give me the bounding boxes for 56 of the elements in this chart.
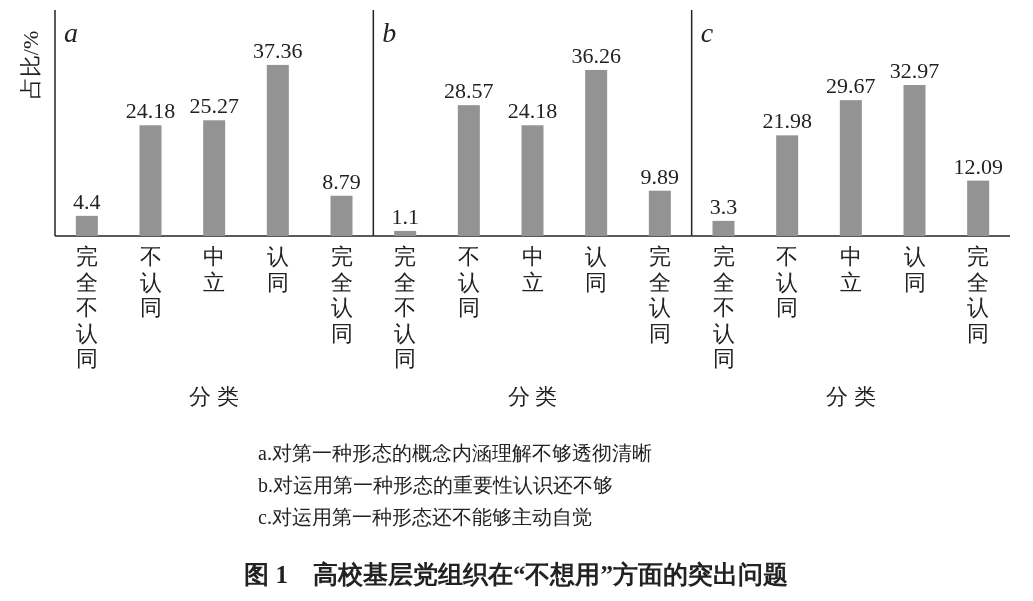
x-axis-title: 分 类 — [826, 384, 876, 409]
x-axis-title: 分 类 — [189, 384, 239, 409]
bar — [203, 120, 226, 236]
caption: 图 1 高校基层党组织在“不想用”方面的突出问题 — [244, 561, 788, 588]
x-tick-label: 不认同 — [776, 244, 799, 320]
bar — [967, 180, 990, 236]
data-label: 32.97 — [889, 58, 940, 84]
bar — [139, 125, 162, 236]
chart-title: b — [382, 17, 397, 48]
x-tick-label: 认同 — [585, 244, 608, 295]
x-tick-label: 中立 — [839, 244, 862, 295]
bar — [75, 215, 98, 236]
text: c.对运用第一种形态还不能够主动自觉 — [258, 506, 592, 528]
x-tick-label: 不认同 — [139, 244, 162, 320]
data-label: 28.57 — [444, 78, 494, 104]
bar — [903, 85, 926, 236]
x-tick-label: 完全认同 — [967, 244, 990, 346]
data-label: 25.27 — [189, 93, 239, 119]
x-tick-label: 完全不认同 — [712, 244, 735, 371]
data-label: 1.1 — [391, 203, 419, 229]
x-tick-label: 完全不认同 — [394, 244, 417, 371]
x-tick-label: 中立 — [521, 244, 544, 295]
y-axis-title: 占比/% — [18, 30, 43, 100]
data-label: 21.98 — [762, 108, 812, 134]
bar — [776, 135, 799, 236]
bar — [521, 125, 544, 236]
x-tick-label: 不认同 — [457, 244, 480, 320]
x-axis-title: 分 类 — [507, 384, 558, 409]
data-label: 37.36 — [253, 37, 303, 63]
bar — [394, 230, 417, 236]
data-label: 4.4 — [73, 188, 101, 214]
chart-title: a — [64, 17, 78, 48]
chart-title: c — [700, 17, 714, 48]
data-label: 9.89 — [640, 163, 680, 189]
text: a.对第一种形态的概念内涵理解不够透彻清晰 — [258, 442, 652, 464]
data-label: 24.18 — [125, 98, 176, 124]
x-tick-label: 完全不认同 — [75, 244, 98, 371]
bar — [585, 69, 608, 236]
data-label: 24.18 — [507, 98, 558, 124]
bar — [839, 100, 862, 236]
data-label: 36.26 — [571, 42, 621, 68]
x-tick-label: 完全认同 — [648, 244, 671, 346]
bar — [266, 64, 289, 236]
bar — [712, 220, 735, 236]
data-label: 8.79 — [322, 168, 361, 194]
data-label: 12.09 — [953, 153, 1003, 179]
data-label: 3.3 — [709, 193, 738, 219]
bar — [330, 195, 353, 236]
x-tick-label: 中立 — [203, 244, 226, 295]
data-label: 29.67 — [826, 73, 876, 99]
text: b.对运用第一种形态的重要性认识还不够 — [258, 474, 613, 496]
x-tick-label: 认同 — [903, 244, 926, 295]
bar — [648, 190, 671, 236]
bar — [457, 105, 480, 236]
x-tick-label: 认同 — [266, 244, 289, 295]
x-tick-label: 完全认同 — [330, 244, 353, 346]
